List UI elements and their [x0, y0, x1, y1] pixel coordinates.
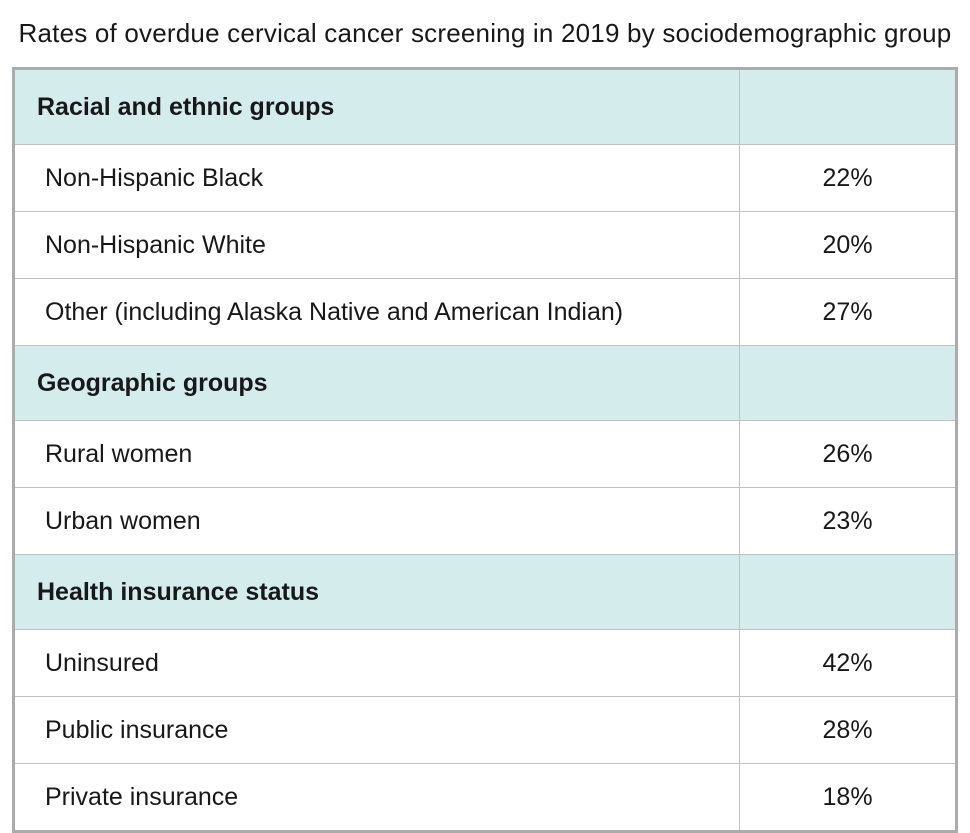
section-heading: Racial and ethnic groups — [14, 69, 740, 145]
row-value: 26% — [740, 421, 957, 488]
data-table: Racial and ethnic groups Non-Hispanic Bl… — [12, 67, 958, 833]
row-label: Non-Hispanic Black — [14, 145, 740, 212]
table-row: Public insurance 28% — [14, 697, 957, 764]
table-title: Rates of overdue cervical cancer screeni… — [12, 12, 958, 67]
row-label: Non-Hispanic White — [14, 212, 740, 279]
section-heading-blank — [740, 555, 957, 630]
row-label: Public insurance — [14, 697, 740, 764]
table-container: Rates of overdue cervical cancer screeni… — [0, 0, 970, 833]
section-header: Health insurance status — [14, 555, 957, 630]
row-value: 42% — [740, 630, 957, 697]
row-label: Private insurance — [14, 764, 740, 832]
row-label: Other (including Alaska Native and Ameri… — [14, 279, 740, 346]
table-row: Non-Hispanic White 20% — [14, 212, 957, 279]
table-row: Urban women 23% — [14, 488, 957, 555]
row-value: 20% — [740, 212, 957, 279]
section-heading: Geographic groups — [14, 346, 740, 421]
row-value: 22% — [740, 145, 957, 212]
section-heading: Health insurance status — [14, 555, 740, 630]
table-row: Private insurance 18% — [14, 764, 957, 832]
section-header: Racial and ethnic groups — [14, 69, 957, 145]
row-value: 18% — [740, 764, 957, 832]
table-row: Uninsured 42% — [14, 630, 957, 697]
table-row: Non-Hispanic Black 22% — [14, 145, 957, 212]
row-value: 28% — [740, 697, 957, 764]
section-header: Geographic groups — [14, 346, 957, 421]
table-row: Rural women 26% — [14, 421, 957, 488]
row-label: Rural women — [14, 421, 740, 488]
row-label: Urban women — [14, 488, 740, 555]
row-value: 27% — [740, 279, 957, 346]
table-row: Other (including Alaska Native and Ameri… — [14, 279, 957, 346]
row-label: Uninsured — [14, 630, 740, 697]
section-heading-blank — [740, 346, 957, 421]
section-heading-blank — [740, 69, 957, 145]
row-value: 23% — [740, 488, 957, 555]
